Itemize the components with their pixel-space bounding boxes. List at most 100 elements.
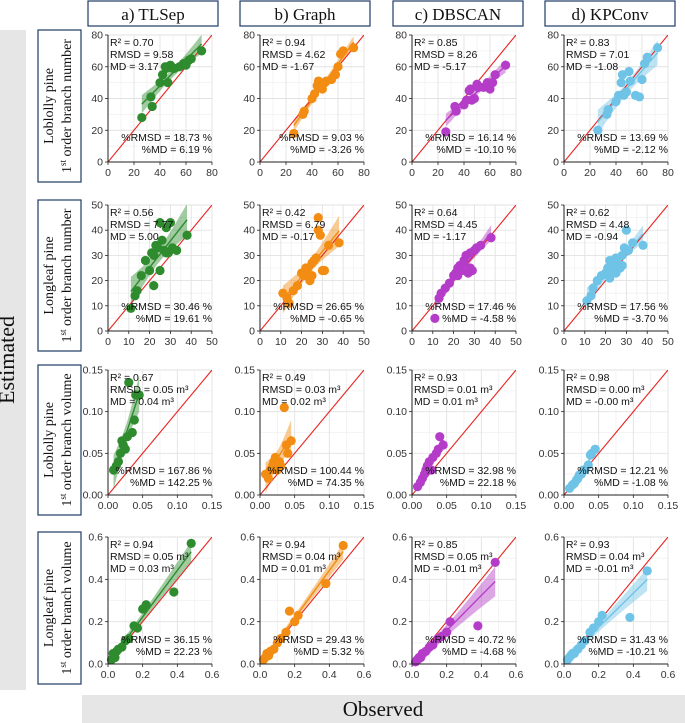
row-metric-sup: st xyxy=(58,329,68,336)
x-tick-label: 40 xyxy=(185,336,197,348)
column-header-3: d) KPConv xyxy=(544,0,676,27)
y-tick-label: 0 xyxy=(401,157,407,169)
stat-pmd: %MD = -4.58 % xyxy=(442,313,516,325)
stat-prmsd: %RMSD = 167.86 % xyxy=(115,465,212,477)
stat-r2: R² = 0.56 xyxy=(110,207,154,219)
row-metric-text: order branch number xyxy=(60,208,75,329)
stat-pmd: %MD = 22.18 % xyxy=(440,477,516,489)
x-tick-label: 40 xyxy=(458,167,470,179)
y-tick-label: 0.6 xyxy=(240,532,255,544)
y-tick-label: 20 xyxy=(91,125,103,137)
x-tick-label: 20 xyxy=(144,336,156,348)
data-point xyxy=(124,377,134,388)
data-point xyxy=(621,87,632,97)
stat-md: MD = 5.00 xyxy=(110,231,159,243)
stat-md: MD = 3.17 xyxy=(110,61,159,73)
data-point xyxy=(319,265,330,276)
data-point xyxy=(315,230,325,240)
x-tick-label: 0 xyxy=(257,167,263,179)
stat-pmd: %MD = 22.23 % xyxy=(136,646,212,658)
y-tick-label: 40 xyxy=(91,93,103,105)
y-tick-label: 40 xyxy=(243,93,255,105)
stat-pmd: %MD = 19.61 % xyxy=(136,313,212,325)
y-tick-label: 20 xyxy=(91,275,103,287)
x-tick-label: 0 xyxy=(561,336,567,348)
data-point xyxy=(486,233,496,243)
y-tick-label: 0 xyxy=(553,326,559,338)
x-tick-label: 0.2 xyxy=(135,669,150,681)
y-tick-label: 0.4 xyxy=(88,574,103,586)
x-tick-label: 0.15 xyxy=(506,500,527,512)
row-species: Longleaf pine xyxy=(42,236,57,314)
x-tick-label: 20 xyxy=(280,167,292,179)
data-points xyxy=(258,540,348,665)
data-point xyxy=(580,636,590,646)
x-tick-label: 80 xyxy=(358,167,370,179)
data-point xyxy=(583,460,593,470)
data-point xyxy=(120,444,130,454)
data-point xyxy=(444,278,455,288)
x-tick-label: 60 xyxy=(636,167,648,179)
x-tick-label: 60 xyxy=(180,167,192,179)
y-tick-label: 0.10 xyxy=(235,406,256,418)
y-tick-label: 0.10 xyxy=(539,406,560,418)
data-points xyxy=(412,432,448,492)
stat-rmsd: RMSD = 4.62 xyxy=(262,49,325,61)
data-point xyxy=(165,218,175,228)
x-tick-label: 0.4 xyxy=(474,669,489,681)
y-tick-label: 0.2 xyxy=(88,616,103,628)
y-tick-label: 60 xyxy=(547,61,559,73)
data-point xyxy=(625,76,635,86)
data-point xyxy=(127,427,137,438)
x-tick-label: 50 xyxy=(206,336,218,348)
column-header-1: b) Graph xyxy=(239,0,371,27)
stat-r2: R² = 0.93 xyxy=(414,372,458,384)
data-point xyxy=(286,436,296,446)
x-tick-label: 50 xyxy=(662,336,674,348)
data-point xyxy=(642,52,652,62)
x-tick-label: 0.2 xyxy=(439,669,454,681)
data-point xyxy=(501,60,511,70)
x-tick-label: 10 xyxy=(579,336,591,348)
stat-prmsd: %RMSD = 12.21 % xyxy=(577,465,668,477)
data-point xyxy=(126,303,136,313)
data-point xyxy=(428,640,438,650)
data-point xyxy=(113,457,123,467)
x-tick-label: 20 xyxy=(448,336,460,348)
stat-pmd: %MD = 142.25 % xyxy=(130,477,212,489)
y-tick-label: 0.15 xyxy=(539,365,560,377)
stat-rmsd: RMSD = 0.05 m³ xyxy=(110,551,189,563)
row-metric-text: order branch volume xyxy=(60,541,75,661)
x-tick-label: 30 xyxy=(469,336,481,348)
data-point xyxy=(616,78,626,88)
axis-title-strips: Estimated Observed xyxy=(0,30,685,723)
stat-pmd: %MD = -10.21 % xyxy=(588,646,668,658)
x-tick-label: 40 xyxy=(641,336,653,348)
stat-prmsd: %RMSD = 26.65 % xyxy=(273,301,364,313)
x-tick-label: 30 xyxy=(621,336,633,348)
data-point xyxy=(311,253,321,263)
stat-rmsd: RMSD = 9.58 xyxy=(110,49,173,61)
row-metric-prefix: 1 xyxy=(60,166,75,173)
data-point xyxy=(621,225,632,235)
row-species: Loblolly pine xyxy=(42,68,57,144)
data-points xyxy=(106,538,196,665)
data-point xyxy=(186,54,196,64)
stat-r2: R² = 0.94 xyxy=(262,37,306,49)
data-point xyxy=(147,101,157,112)
column-header-2: c) DBSCAN xyxy=(392,0,524,27)
data-point xyxy=(132,286,142,296)
data-point xyxy=(588,623,599,633)
x-tick-label: 40 xyxy=(489,336,501,348)
stat-md: MD = -0.00 m³ xyxy=(566,396,634,408)
row-metric-prefix: 1 xyxy=(60,668,75,675)
stat-r2: R² = 0.64 xyxy=(414,207,458,219)
